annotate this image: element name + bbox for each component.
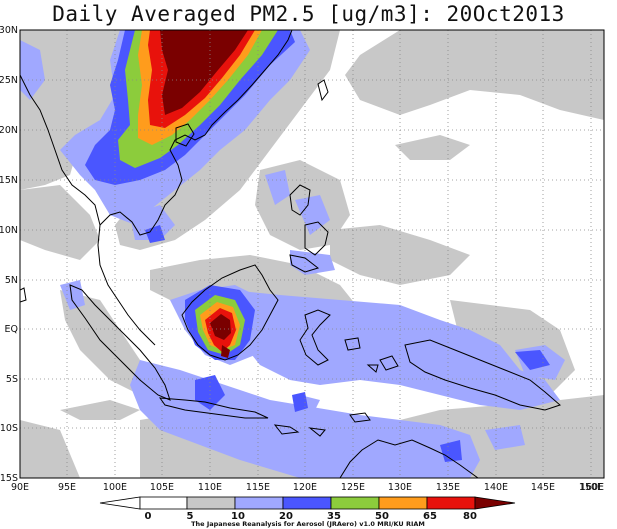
colorbar-swatch xyxy=(186,496,236,510)
colorbar-label: 65 xyxy=(423,511,437,522)
colorbar-swatch xyxy=(426,496,476,510)
lat-label: 15S xyxy=(0,473,18,484)
lat-label: 25N xyxy=(0,75,18,86)
lat-label: 20N xyxy=(0,125,18,136)
lat-label: 10N xyxy=(0,225,18,236)
colorbar: 0 5 10 20 35 50 65 80 xyxy=(99,496,516,522)
lat-label: 5N xyxy=(5,275,18,286)
colorbar-swatch xyxy=(282,496,332,510)
colorbar-swatch xyxy=(378,496,428,510)
lat-label: 30N xyxy=(0,25,18,36)
colorbar-swatch xyxy=(139,496,188,510)
lon-label: 135E xyxy=(436,482,460,493)
lat-label: 10S xyxy=(0,423,18,434)
lon-label: 95E xyxy=(58,482,76,493)
lon-label: 120E xyxy=(293,482,317,493)
lon-label: 115E xyxy=(246,482,270,493)
lon-label: 145E xyxy=(531,482,555,493)
lon-label: 105E xyxy=(150,482,174,493)
longitude-labels: 90E 95E 100E 105E 110E 115E 120E 125E 13… xyxy=(11,482,604,493)
latitude-labels: 30N 25N 20N 15N 10N 5N EQ 5S 10S 15S xyxy=(0,25,18,484)
lon-label: 125E xyxy=(341,482,365,493)
lon-label: 140E xyxy=(484,482,508,493)
colorbar-arrow-left xyxy=(99,496,141,510)
lat-label: EQ xyxy=(5,324,18,335)
credit-text: The Japanese Reanalysis for Aerosol (JRA… xyxy=(191,520,425,528)
plot-frame xyxy=(19,29,605,479)
colorbar-swatch xyxy=(330,496,380,510)
colorbar-arrow-right xyxy=(474,496,516,510)
lon-label: 130E xyxy=(388,482,412,493)
colorbar-label: 0 xyxy=(145,511,152,522)
lat-label: 5S xyxy=(6,374,18,385)
colorbar-label: 20 xyxy=(279,511,293,522)
lon-label: 110E xyxy=(198,482,222,493)
lon-label: 160E xyxy=(580,482,604,493)
colorbar-swatch xyxy=(234,496,284,510)
colorbar-label: 10 xyxy=(231,511,245,522)
colorbar-label: 80 xyxy=(463,511,477,522)
colorbar-label: 50 xyxy=(375,511,389,522)
map-title: Daily Averaged PM2.5 [ug/m3]: 20Oct2013 xyxy=(52,2,565,26)
lon-label: 90E xyxy=(11,482,29,493)
lat-label: 15N xyxy=(0,175,18,186)
concentration-field xyxy=(20,30,604,478)
colorbar-label: 35 xyxy=(327,511,341,522)
colorbar-label: 5 xyxy=(187,511,194,522)
lon-label: 150E xyxy=(579,482,603,493)
coastlines xyxy=(20,30,561,478)
lon-label: 100E xyxy=(103,482,127,493)
